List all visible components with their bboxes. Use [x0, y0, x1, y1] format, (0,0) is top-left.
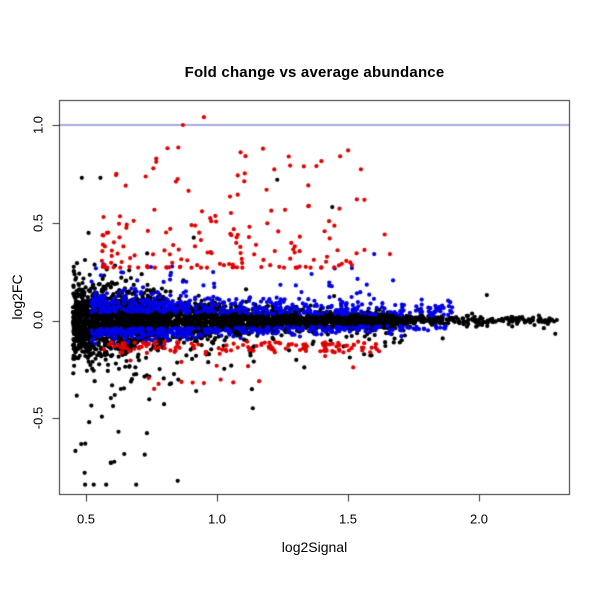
x-axis-label: log2Signal	[281, 539, 348, 555]
y-tick-label: 0.5	[30, 213, 46, 233]
x-tick-label: 1.5	[338, 511, 358, 527]
y-tick-label: -0.5	[30, 406, 46, 430]
x-tick-label: 0.5	[76, 511, 96, 527]
chart-title: Fold change vs average abundance	[184, 64, 445, 81]
y-tick-label: 1.0	[30, 115, 46, 135]
x-tick-label: 1.0	[207, 511, 227, 527]
y-axis-label: log2FC	[9, 274, 25, 320]
x-tick-label: 2.0	[469, 511, 489, 527]
y-tick-label: 0.0	[30, 310, 46, 330]
